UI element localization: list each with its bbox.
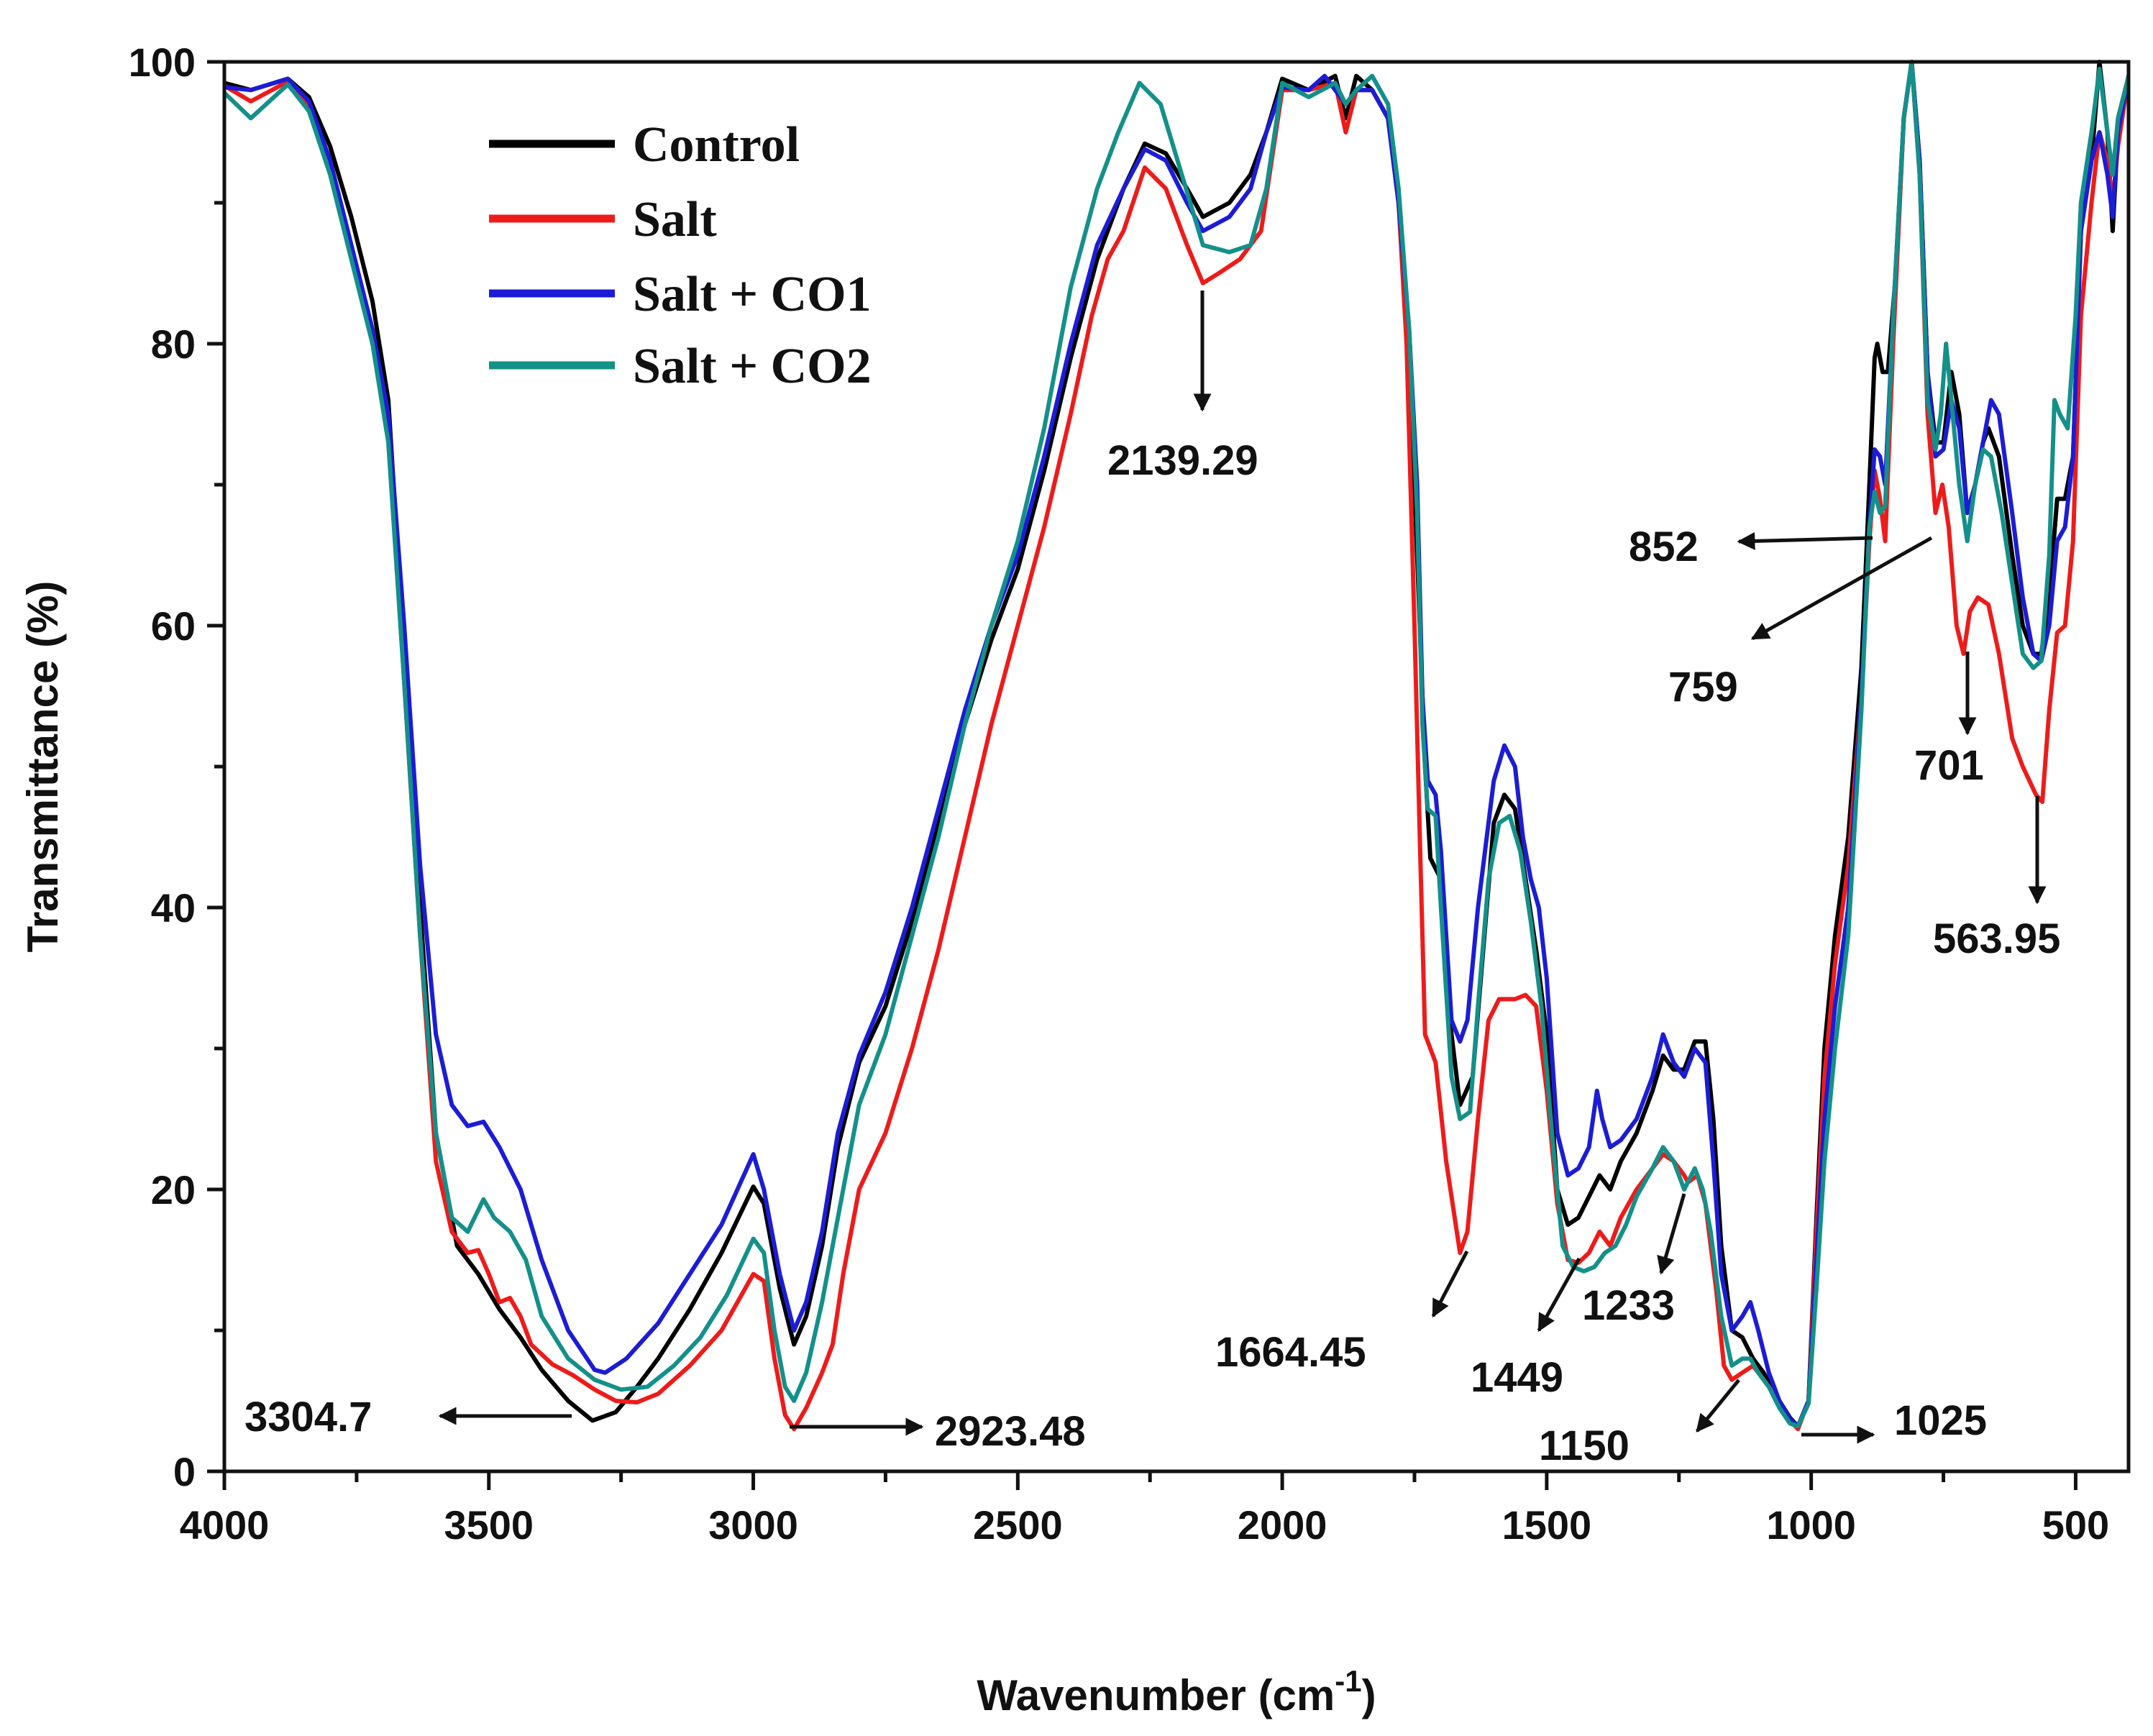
annotation-label: 563.95 xyxy=(1933,915,2060,962)
legend-item-control: Control xyxy=(489,117,800,173)
annotation-1025: 1025 xyxy=(1801,1397,1987,1444)
y-tick-label: 100 xyxy=(129,40,196,85)
y-tick-label: 60 xyxy=(151,603,196,649)
x-axis-title-superscript: -1 xyxy=(1335,1664,1361,1698)
annotation-759: 759 xyxy=(1668,536,1933,711)
y-tick-label: 40 xyxy=(151,885,196,931)
series-layer xyxy=(224,60,2129,1432)
x-tick-label: 3000 xyxy=(708,1502,798,1548)
annotation-label: 2923.48 xyxy=(935,1408,1086,1455)
annotation-2139-29: 2139.29 xyxy=(1107,291,1258,484)
annotation-label: 1664.45 xyxy=(1215,1329,1366,1376)
annotation-852: 852 xyxy=(1629,524,1873,570)
annotation-label: 1025 xyxy=(1894,1397,1987,1444)
legend: Control Salt Salt + CO1 Salt + CO2 xyxy=(489,117,872,394)
annotation-label: 3304.7 xyxy=(244,1394,372,1440)
y-tick-label: 20 xyxy=(151,1167,196,1212)
y-axis-title: Transmittance (%) xyxy=(19,581,67,953)
plot-frame xyxy=(222,60,2131,1474)
annotation-3304-7: 3304.7 xyxy=(244,1394,572,1440)
series-line-salt-co2 xyxy=(224,60,2129,1429)
x-tick-label: 2500 xyxy=(973,1502,1063,1548)
annotation-label: 2139.29 xyxy=(1107,437,1258,484)
legend-item-salt: Salt xyxy=(489,192,717,247)
x-tick-label: 500 xyxy=(2042,1502,2109,1548)
annotation-arrow xyxy=(1537,1257,1581,1333)
annotation-563-95: 563.95 xyxy=(1933,796,2060,962)
x-tick-label: 3500 xyxy=(444,1502,534,1548)
annotation-1449: 1449 xyxy=(1471,1257,1581,1401)
annotation-label: 701 xyxy=(1914,742,1984,789)
y-tick-label: 80 xyxy=(151,321,196,367)
y-tick-label: 0 xyxy=(173,1449,196,1494)
x-axis-title-close: ) xyxy=(1362,1671,1376,1719)
x-tick-label: 1500 xyxy=(1502,1502,1592,1548)
x-tick-label: 1000 xyxy=(1766,1502,1856,1548)
series-line-salt xyxy=(224,60,2129,1432)
annotation-1233: 1233 xyxy=(1582,1193,1686,1329)
annotation-label: 1150 xyxy=(1539,1422,1629,1469)
annotation-arrow xyxy=(1696,1379,1740,1433)
series-line-salt-co1 xyxy=(224,60,2129,1429)
legend-label: Salt xyxy=(633,192,717,247)
x-tick-label: 4000 xyxy=(180,1502,270,1548)
legend-item-salt-co2: Salt + CO2 xyxy=(489,339,872,394)
annotation-2923-48: 2923.48 xyxy=(790,1408,1086,1455)
annotation-1664-45: 1664.45 xyxy=(1215,1250,1469,1376)
annotation-label: 1449 xyxy=(1471,1354,1563,1401)
series-line-control xyxy=(224,60,2129,1429)
annotation-label: 759 xyxy=(1668,664,1738,711)
legend-item-salt-co1: Salt + CO1 xyxy=(489,267,872,322)
legend-label: Control xyxy=(633,117,800,173)
peak-annotations: 3304.7 2923.48 2139.29 1664.45 1449 1233 1150 1… xyxy=(244,291,2060,1469)
annotation-arrow xyxy=(1657,1193,1686,1275)
x-tick-label: 2000 xyxy=(1238,1502,1327,1548)
annotation-label: 852 xyxy=(1629,524,1699,570)
annotation-arrow xyxy=(1431,1250,1469,1318)
x-axis-title: Wavenumber (cm-1) xyxy=(977,1664,1376,1719)
axis-ticks: 4000 3500 3000 2500 2000 1500 1000 500 0 20 40 60 80… xyxy=(129,40,2110,1548)
annotation-label: 1233 xyxy=(1582,1282,1675,1329)
annotation-701: 701 xyxy=(1914,652,1984,789)
legend-label: Salt + CO2 xyxy=(633,339,872,394)
annotation-1150: 1150 xyxy=(1539,1379,1740,1469)
legend-label: Salt + CO1 xyxy=(633,267,872,322)
annotation-arrow xyxy=(1750,536,1933,641)
annotation-arrow xyxy=(1737,531,1873,550)
x-axis-title-main: Wavenumber (cm xyxy=(977,1671,1335,1719)
